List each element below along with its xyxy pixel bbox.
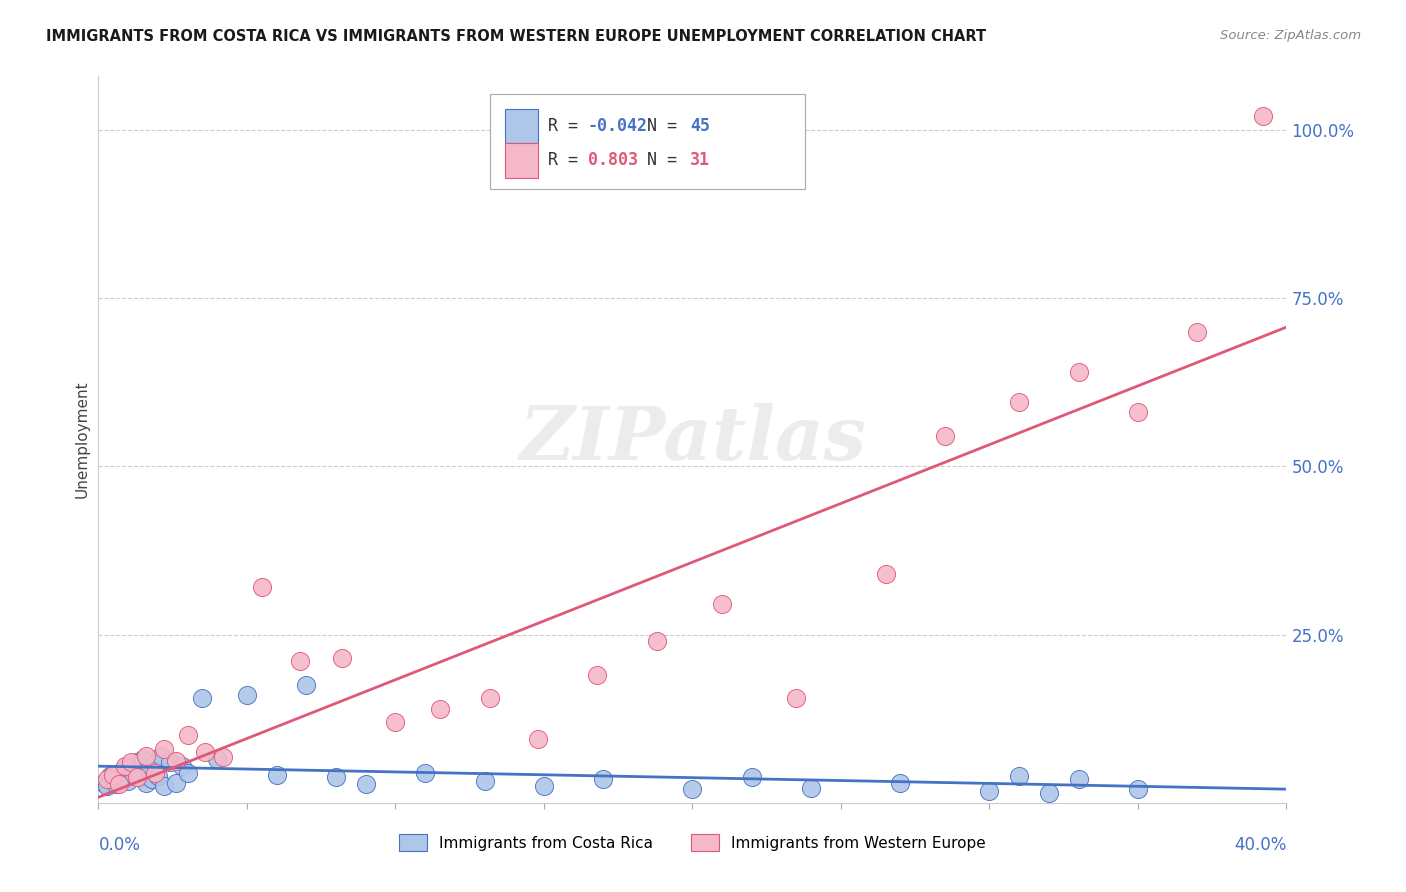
Bar — [505, 109, 538, 144]
Text: 0.0%: 0.0% — [98, 836, 141, 854]
Text: R =: R = — [547, 117, 588, 135]
Point — [681, 782, 703, 797]
Point — [934, 429, 956, 443]
Point — [114, 758, 136, 772]
Point — [114, 762, 136, 776]
Point — [125, 770, 148, 784]
Point — [711, 597, 734, 611]
Point — [979, 783, 1001, 797]
Text: N =: N = — [627, 117, 688, 135]
Point — [586, 668, 609, 682]
Point — [645, 634, 668, 648]
Point — [165, 754, 187, 768]
Point — [152, 742, 174, 756]
Point — [800, 780, 823, 795]
Point — [236, 688, 259, 702]
Point — [592, 772, 614, 787]
Point — [103, 772, 125, 787]
Point — [103, 767, 125, 781]
Point — [96, 779, 118, 793]
Text: 31: 31 — [690, 151, 710, 169]
Point — [132, 752, 155, 766]
Point — [429, 701, 451, 715]
FancyBboxPatch shape — [491, 94, 806, 188]
Point — [875, 566, 897, 581]
Point — [1126, 782, 1149, 797]
Point — [129, 770, 152, 784]
Point — [149, 748, 172, 763]
Point — [741, 770, 763, 784]
Point — [1126, 405, 1149, 419]
Point — [176, 765, 198, 780]
Point — [1038, 786, 1060, 800]
Point — [117, 774, 139, 789]
Point — [170, 758, 193, 772]
Text: 40.0%: 40.0% — [1234, 836, 1286, 854]
Point — [250, 581, 273, 595]
Point — [1008, 769, 1031, 783]
Point — [330, 651, 353, 665]
Point — [266, 767, 288, 781]
Point — [108, 765, 131, 780]
Point — [1067, 772, 1090, 787]
Point — [194, 745, 217, 759]
Point — [152, 779, 174, 793]
Point — [384, 714, 406, 729]
Point — [96, 772, 118, 787]
Point — [159, 756, 181, 770]
Point — [413, 765, 436, 780]
Point — [135, 748, 157, 763]
Point — [527, 731, 550, 746]
Point — [1067, 365, 1090, 379]
Point — [98, 769, 121, 783]
Point — [205, 752, 228, 766]
Point — [138, 764, 160, 778]
Point — [108, 777, 131, 791]
Point — [191, 691, 214, 706]
Bar — [505, 143, 538, 178]
Point — [889, 775, 911, 789]
Text: ZIPatlas: ZIPatlas — [519, 403, 866, 475]
Point — [146, 769, 169, 783]
Y-axis label: Unemployment: Unemployment — [75, 381, 90, 498]
Point — [474, 774, 496, 789]
Point — [1008, 395, 1031, 409]
Point — [354, 777, 377, 791]
Point — [533, 779, 555, 793]
Point — [325, 770, 347, 784]
Point — [479, 691, 502, 706]
Point — [105, 777, 128, 791]
Point — [143, 765, 166, 780]
Point — [143, 756, 166, 771]
Point — [1187, 325, 1209, 339]
Legend: Immigrants from Costa Rica, Immigrants from Western Europe: Immigrants from Costa Rica, Immigrants f… — [394, 828, 991, 857]
Point — [93, 775, 115, 789]
Point — [295, 678, 318, 692]
Point — [125, 756, 148, 770]
Text: N =: N = — [627, 151, 688, 169]
Point — [111, 770, 134, 784]
Point — [1251, 109, 1274, 123]
Text: Source: ZipAtlas.com: Source: ZipAtlas.com — [1220, 29, 1361, 42]
Point — [120, 756, 142, 770]
Point — [120, 758, 142, 772]
Point — [212, 750, 235, 764]
Point — [141, 772, 163, 787]
Text: 45: 45 — [690, 117, 710, 135]
Text: R =: R = — [547, 151, 588, 169]
Point — [122, 767, 145, 781]
Point — [165, 775, 187, 789]
Text: IMMIGRANTS FROM COSTA RICA VS IMMIGRANTS FROM WESTERN EUROPE UNEMPLOYMENT CORREL: IMMIGRANTS FROM COSTA RICA VS IMMIGRANTS… — [46, 29, 987, 44]
Point — [176, 729, 198, 743]
Point — [290, 655, 312, 669]
Text: -0.042: -0.042 — [588, 117, 648, 135]
Text: 0.803: 0.803 — [588, 151, 638, 169]
Point — [135, 775, 157, 789]
Point — [785, 691, 807, 706]
